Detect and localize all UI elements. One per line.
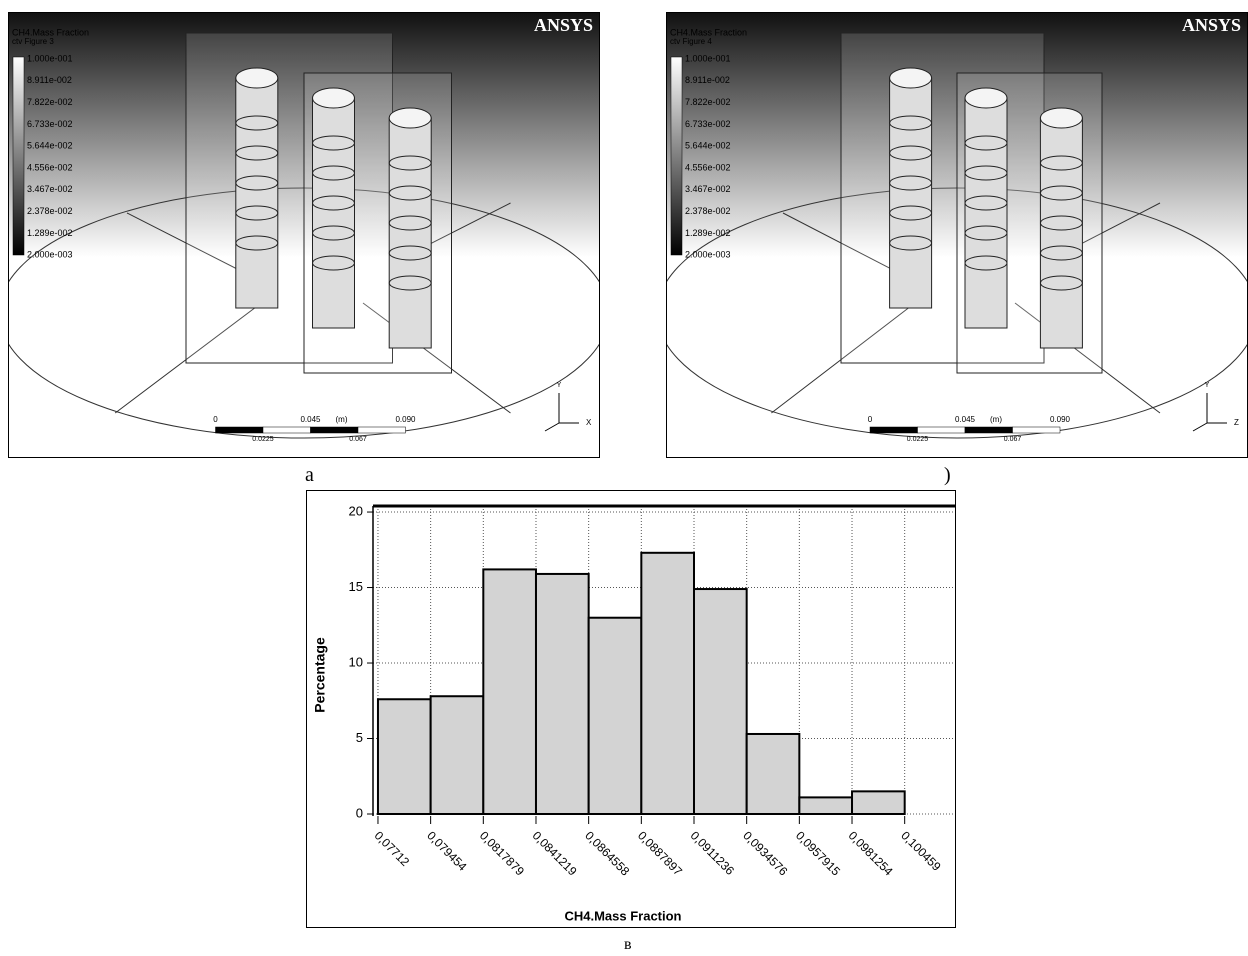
x-tick-label: 0,0864558 bbox=[582, 828, 632, 878]
scale-segment bbox=[216, 427, 264, 433]
pipe-top bbox=[313, 88, 355, 108]
bar bbox=[747, 734, 800, 814]
pipe-top bbox=[236, 68, 278, 88]
legend-label: 5.644e-002 bbox=[685, 141, 731, 151]
pipe bbox=[1040, 118, 1082, 348]
y-tick-label: 5 bbox=[356, 730, 363, 745]
scale-sublabel: 0.067 bbox=[349, 436, 367, 443]
x-tick-label: 0,0934576 bbox=[740, 828, 790, 878]
color-bar bbox=[13, 57, 24, 255]
scale-sublabel: 0.0225 bbox=[907, 436, 929, 443]
pipe bbox=[965, 98, 1007, 328]
y-tick-label: 15 bbox=[349, 579, 363, 594]
scale-segment bbox=[263, 427, 311, 433]
caption: ) bbox=[944, 464, 951, 487]
y-tick-label: 20 bbox=[349, 503, 363, 518]
legend-label: 2.000e-003 bbox=[685, 250, 731, 260]
scale-label: (m) bbox=[990, 415, 1002, 424]
scale-segment bbox=[311, 427, 359, 433]
figure-label: ctv Figure 4 bbox=[670, 37, 712, 46]
y-tick-label: 0 bbox=[356, 805, 363, 820]
scale-segment bbox=[358, 427, 406, 433]
figure-label: ctv Figure 3 bbox=[12, 37, 54, 46]
pipe bbox=[389, 118, 431, 348]
x-tick-label: 0,0957915 bbox=[793, 828, 843, 878]
color-bar bbox=[671, 57, 682, 255]
legend-title: CH4.Mass Fraction bbox=[12, 27, 89, 37]
scale-segment bbox=[965, 427, 1013, 433]
legend-label: 3.467e-002 bbox=[685, 184, 731, 194]
scale-sublabel: 0.067 bbox=[1004, 436, 1022, 443]
legend-label: 5.644e-002 bbox=[27, 141, 73, 151]
triad-label: Z bbox=[1234, 418, 1239, 427]
bar bbox=[378, 699, 431, 814]
pipe bbox=[236, 78, 278, 308]
triad-label: Y bbox=[557, 382, 562, 389]
y-tick-label: 10 bbox=[349, 654, 363, 669]
x-tick-label: 0,0981254 bbox=[846, 828, 896, 878]
legend-label: 2.000e-003 bbox=[27, 250, 73, 260]
scale-label: 0 bbox=[868, 415, 873, 424]
bar bbox=[431, 696, 484, 814]
scale-segment bbox=[870, 427, 918, 433]
legend-label: 4.556e-002 bbox=[27, 162, 73, 172]
pipe bbox=[313, 98, 355, 328]
bar bbox=[483, 569, 536, 814]
scale-label: 0 bbox=[213, 415, 218, 424]
legend-label: 2.378e-002 bbox=[685, 206, 731, 216]
x-tick-label: 0,0817879 bbox=[477, 828, 527, 878]
bar bbox=[589, 618, 642, 814]
scale-label: 0.045 bbox=[300, 415, 321, 424]
legend-label: 7.822e-002 bbox=[27, 97, 73, 107]
caption: a bbox=[305, 464, 314, 487]
legend-label: 8.911e-002 bbox=[27, 75, 72, 85]
x-tick-label: 0,0841219 bbox=[530, 828, 580, 878]
page: {"panels": [ {"legend_title": "CH4.Mass … bbox=[0, 0, 1248, 956]
legend-label: 7.822e-002 bbox=[685, 97, 731, 107]
pipe bbox=[890, 78, 932, 308]
legend-label: 2.378e-002 bbox=[27, 206, 73, 216]
pipe-top bbox=[965, 88, 1007, 108]
legend-label: 6.733e-002 bbox=[27, 119, 73, 129]
scale-segment bbox=[918, 427, 966, 433]
scale-label: 0.090 bbox=[1050, 415, 1071, 424]
legend-label: 1.289e-002 bbox=[685, 228, 731, 238]
legend-label: 1.000e-001 bbox=[685, 53, 731, 63]
logo: ANSYS bbox=[1182, 15, 1241, 35]
pipe-top bbox=[389, 108, 431, 128]
bar bbox=[694, 589, 747, 814]
scale-sublabel: 0.0225 bbox=[252, 436, 274, 443]
legend-title: CH4.Mass Fraction bbox=[670, 27, 747, 37]
scale-label: 0.045 bbox=[955, 415, 976, 424]
scale-label: (m) bbox=[336, 415, 348, 424]
bar bbox=[536, 574, 589, 814]
legend-label: 8.911e-002 bbox=[685, 75, 730, 85]
bar bbox=[641, 553, 694, 814]
scale-segment bbox=[1013, 427, 1061, 433]
bar bbox=[852, 791, 905, 814]
x-tick-label: 0,07712 bbox=[372, 828, 413, 869]
legend-label: 3.467e-002 bbox=[27, 184, 73, 194]
triad-label: Y bbox=[1205, 382, 1210, 389]
legend-label: 4.556e-002 bbox=[685, 162, 731, 172]
logo: ANSYS bbox=[534, 15, 593, 35]
legend-label: 6.733e-002 bbox=[685, 119, 731, 129]
scale-label: 0.090 bbox=[395, 415, 416, 424]
bar bbox=[799, 797, 852, 814]
legend-label: 1.000e-001 bbox=[27, 53, 73, 63]
caption: в bbox=[624, 936, 632, 954]
triad-label: X bbox=[586, 418, 592, 427]
pipe-top bbox=[1040, 108, 1082, 128]
pipe-top bbox=[890, 68, 932, 88]
x-tick-label: 0,0911236 bbox=[688, 828, 738, 878]
x-tick-label: 0,079454 bbox=[424, 828, 470, 874]
legend-label: 1.289e-002 bbox=[27, 228, 73, 238]
y-axis-label: Percentage bbox=[312, 637, 328, 713]
x-tick-label: 0,0887897 bbox=[635, 828, 685, 878]
x-tick-label: 0,100459 bbox=[898, 828, 944, 874]
x-axis-label: CH4.Mass Fraction bbox=[564, 908, 681, 923]
